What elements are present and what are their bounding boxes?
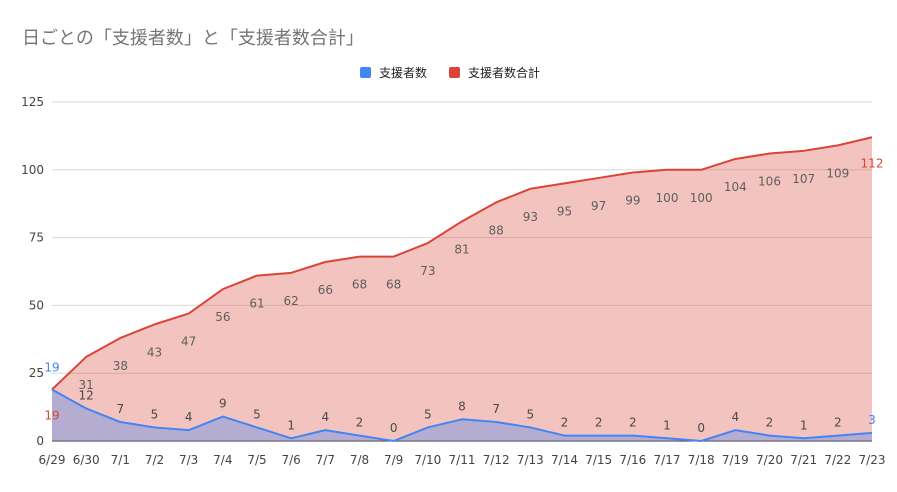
data-label-daily: 4 — [322, 410, 330, 424]
legend-label-total: 支援者数合計 — [468, 66, 541, 80]
data-label-total: 81 — [454, 242, 469, 256]
legend-swatch-daily — [360, 67, 371, 78]
data-label-daily: 1 — [287, 418, 295, 432]
data-label-daily: 7 — [492, 402, 500, 416]
legend-label-daily: 支援者数 — [379, 66, 428, 80]
data-label-daily: 1 — [663, 418, 671, 432]
data-label-daily: 2 — [561, 416, 569, 430]
y-tick-label: 25 — [29, 366, 44, 380]
data-label-daily: 4 — [185, 410, 193, 424]
data-label-total: 97 — [591, 199, 606, 213]
y-tick-label: 100 — [21, 163, 44, 177]
y-tick-label: 50 — [29, 298, 44, 312]
x-tick-label: 7/21 — [790, 453, 817, 467]
x-tick-label: 7/11 — [449, 453, 476, 467]
data-label-daily: 5 — [151, 407, 159, 421]
y-tick-label: 75 — [29, 231, 44, 245]
data-label-daily: 19 — [44, 360, 59, 374]
data-label-total: 68 — [352, 278, 367, 292]
x-tick-label: 7/9 — [384, 453, 403, 467]
y-tick-label: 0 — [36, 434, 44, 448]
data-label-daily: 2 — [356, 416, 364, 430]
data-label-total: 43 — [147, 345, 162, 359]
x-tick-label: 7/1 — [111, 453, 130, 467]
x-tick-label: 7/8 — [350, 453, 369, 467]
series-area-1 — [52, 137, 872, 442]
data-label-total: 38 — [113, 359, 128, 373]
data-label-daily: 0 — [390, 421, 398, 435]
x-tick-label: 7/19 — [722, 453, 749, 467]
data-label-total: 109 — [826, 166, 849, 180]
series-line-1 — [51, 136, 873, 391]
x-tick-label: 7/18 — [688, 453, 715, 467]
data-label-total: 47 — [181, 335, 196, 349]
data-label-total: 68 — [386, 278, 401, 292]
data-label-total: 88 — [489, 223, 504, 237]
data-label-daily: 5 — [253, 407, 261, 421]
x-tick-label: 7/2 — [145, 453, 164, 467]
data-label-total: 104 — [724, 180, 747, 194]
data-label-total: 73 — [420, 264, 435, 278]
data-label-daily: 3 — [868, 413, 876, 427]
data-label-daily: 2 — [595, 416, 603, 430]
legend-item-total[interactable]: 支援者数合計 — [449, 64, 540, 81]
data-label-total: 95 — [557, 204, 572, 218]
data-label-total: 100 — [656, 191, 679, 205]
x-tick-label: 7/16 — [619, 453, 646, 467]
data-label-daily: 8 — [458, 399, 466, 413]
x-tick-label: 7/7 — [316, 453, 335, 467]
x-tick-label: 7/10 — [414, 453, 441, 467]
x-tick-label: 7/14 — [551, 453, 578, 467]
data-label-total: 106 — [758, 175, 781, 189]
data-label-daily: 9 — [219, 397, 227, 411]
x-tick-label: 7/6 — [282, 453, 301, 467]
data-label-total: 107 — [792, 172, 815, 186]
y-tick-label: 125 — [21, 95, 44, 109]
x-tick-label: 7/20 — [756, 453, 783, 467]
x-tick-label: 7/4 — [213, 453, 232, 467]
x-tick-label: 6/30 — [73, 453, 100, 467]
legend-item-daily[interactable]: 支援者数 — [360, 64, 427, 81]
x-tick-label: 7/15 — [585, 453, 612, 467]
data-label-total: 99 — [625, 194, 640, 208]
data-label-daily: 2 — [834, 416, 842, 430]
chart-title: 日ごとの「支援者数」と「支援者数合計」 — [22, 28, 364, 49]
data-label-daily: 12 — [79, 388, 94, 402]
data-label-total: 66 — [318, 283, 333, 297]
data-label-total: 19 — [44, 408, 59, 422]
data-label-total: 61 — [249, 297, 264, 311]
x-tick-label: 7/5 — [247, 453, 266, 467]
data-label-total: 31 — [79, 378, 94, 392]
x-tick-label: 7/22 — [824, 453, 851, 467]
data-label-total: 56 — [215, 310, 230, 324]
series-line-0 — [51, 388, 873, 442]
data-label-daily: 5 — [424, 407, 432, 421]
data-label-total: 62 — [284, 294, 299, 308]
x-tick-label: 7/23 — [859, 453, 886, 467]
chart-legend: 支援者数 支援者数合計 — [360, 64, 562, 81]
data-label-daily: 4 — [732, 410, 740, 424]
data-label-total: 100 — [690, 191, 713, 205]
data-label-total: 112 — [861, 156, 884, 170]
data-label-daily: 7 — [117, 402, 125, 416]
data-label-daily: 1 — [800, 418, 808, 432]
data-label-daily: 0 — [697, 421, 705, 435]
x-tick-label: 7/17 — [654, 453, 681, 467]
data-label-daily: 2 — [766, 416, 774, 430]
data-label-total: 93 — [523, 210, 538, 224]
x-tick-label: 7/3 — [179, 453, 198, 467]
x-tick-label: 7/13 — [517, 453, 544, 467]
x-tick-label: 7/12 — [483, 453, 510, 467]
legend-swatch-total — [449, 67, 461, 78]
x-tick-label: 6/29 — [39, 453, 66, 467]
data-label-daily: 2 — [629, 416, 637, 430]
data-label-daily: 5 — [527, 407, 535, 421]
